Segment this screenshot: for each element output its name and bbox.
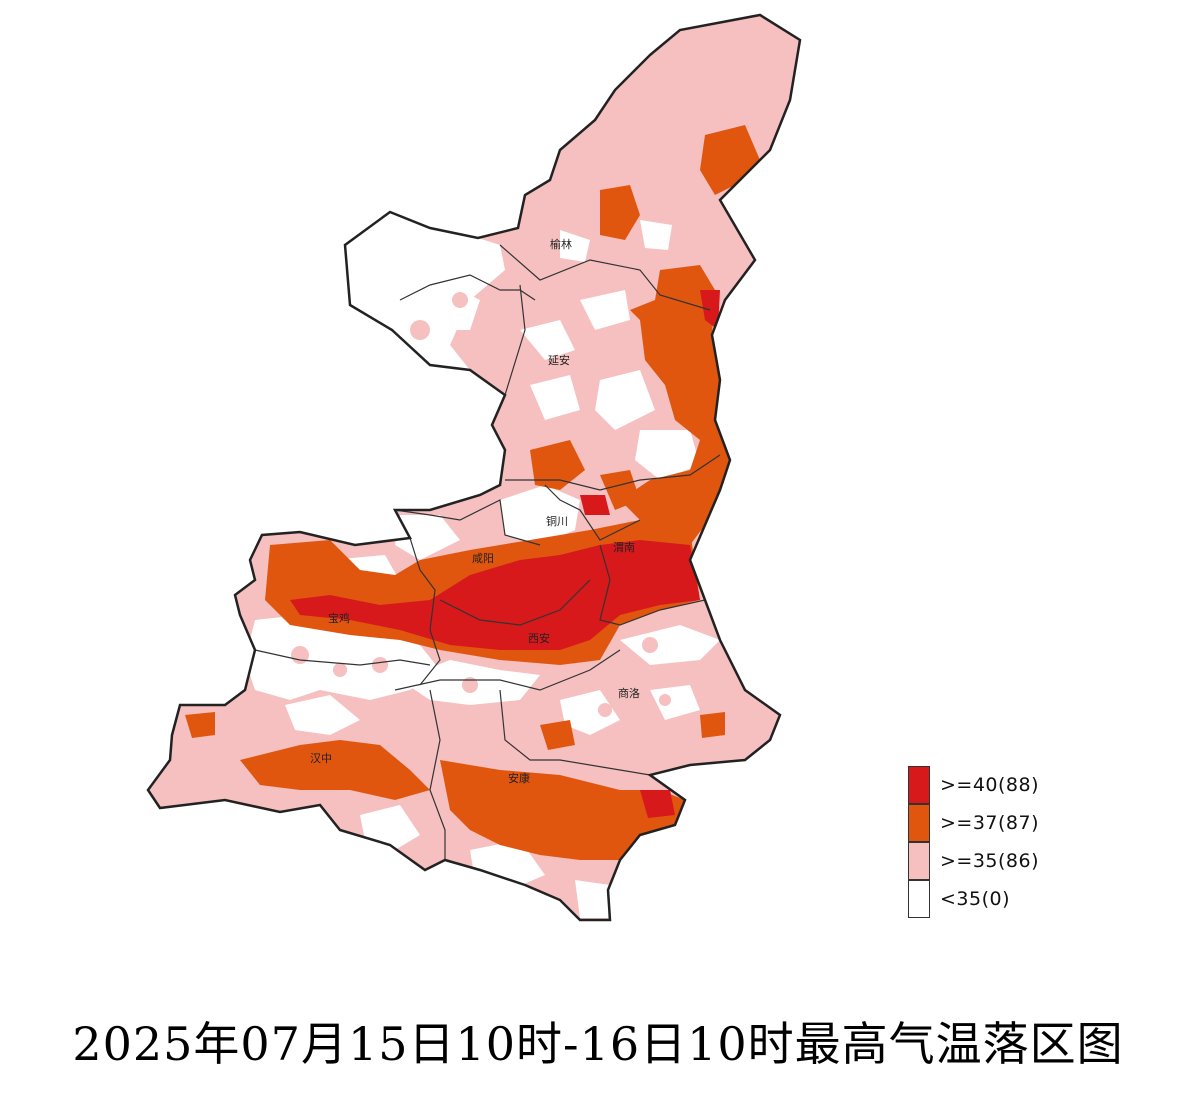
legend-label-40: >=40(88) bbox=[940, 774, 1040, 796]
legend-swatch-40 bbox=[908, 766, 930, 804]
city-label-ankang: 安康 bbox=[508, 771, 530, 785]
legend-label-below35: <35(0) bbox=[940, 888, 1011, 910]
map-title: 2025年07月15日10时-16日10时最高气温落区图 bbox=[72, 1017, 1124, 1071]
fill-below35 bbox=[245, 212, 720, 918]
city-label-xianyang: 咸阳 bbox=[472, 552, 494, 565]
legend-item-below35: <35(0) bbox=[908, 880, 1039, 918]
legend: >=40(88) >=37(87) >=35(86) <35(0) bbox=[908, 766, 1039, 918]
city-label-baoji: 宝鸡 bbox=[328, 611, 350, 625]
fill-35-speckles bbox=[291, 292, 671, 717]
legend-item-40: >=40(88) bbox=[908, 766, 1039, 804]
city-label-yanan: 延安 bbox=[548, 353, 570, 367]
city-label-yulin: 榆林 bbox=[550, 237, 572, 251]
legend-label-35: >=35(86) bbox=[940, 850, 1040, 872]
city-label-tongchuan: 铜川 bbox=[546, 514, 568, 528]
city-labels: 榆林 延安 铜川 渭南 咸阳 宝鸡 西安 商洛 汉中 安康 bbox=[310, 237, 640, 785]
city-label-hanzhong: 汉中 bbox=[310, 752, 332, 765]
city-label-xian: 西安 bbox=[528, 631, 550, 645]
legend-swatch-35 bbox=[908, 842, 930, 880]
city-label-shangluo: 商洛 bbox=[618, 686, 640, 700]
fill-40 bbox=[290, 290, 720, 818]
legend-item-37: >=37(87) bbox=[908, 804, 1039, 842]
legend-item-35: >=35(86) bbox=[908, 842, 1039, 880]
legend-swatch-37 bbox=[908, 804, 930, 842]
legend-label-37: >=37(87) bbox=[940, 812, 1040, 834]
city-label-weinan: 渭南 bbox=[613, 541, 635, 554]
legend-swatch-below35 bbox=[908, 880, 930, 918]
